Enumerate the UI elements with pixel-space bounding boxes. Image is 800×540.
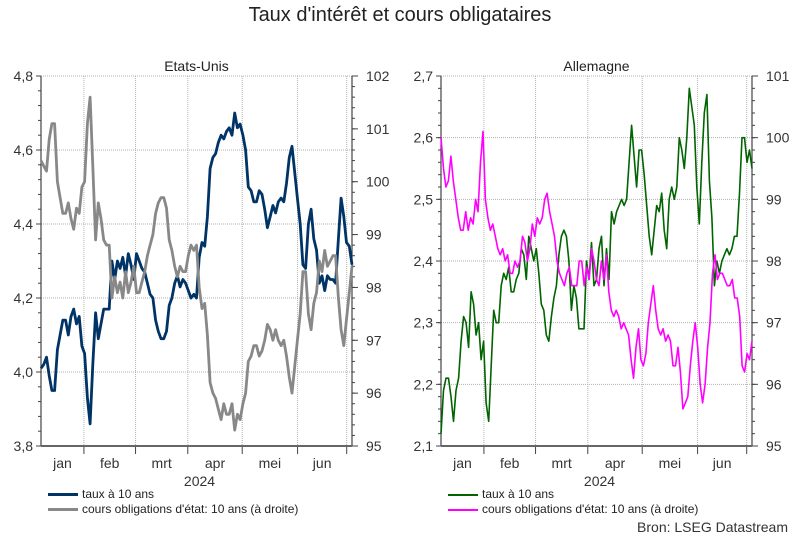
right-tick-label: 99 [366,227,382,243]
panel-title-us: Etats-Unis [164,58,229,74]
x-tick-label: jan [452,455,472,471]
left-tick-label: 2,1 [414,438,434,454]
legend-item-us-rate: taux à 10 ans [48,487,298,502]
left-tick-label: 2,4 [414,253,434,269]
right-tick-label: 96 [366,385,382,401]
legend-item-us-price: cours obligations d'état: 10 ans (à droi… [48,502,298,517]
x-tick-label: jun [312,455,332,471]
x-tick-label: mei [259,455,282,471]
chart-panel-de: Allemagne 2,7 2,6 2,5 2,4 2,3 2,2 2,1 101 100 99 98… [414,58,790,489]
right-tick-label: 102 [366,68,390,84]
legend-item-de-price: cours obligations d'état: 10 ans (à droi… [448,502,698,517]
series-line-us-rate [39,111,354,426]
right-tick-label: 98 [366,279,382,295]
legend-us: taux à 10 ans cours obligations d'état: … [48,487,298,517]
left-tick-label: 2,6 [414,130,434,146]
left-tick-label: 4,8 [14,68,34,84]
left-tick-label: 4,4 [14,216,34,232]
x-tick-label: apr [205,455,226,471]
x-tick-label: apr [605,455,626,471]
chart-panel-us: Etats-Unis 4,8 4,6 4,4 4,2 4,0 3,8 102 101 100 99 9… [14,58,390,489]
legend-swatch-us-rate [48,493,78,496]
right-tick-label: 95 [366,438,382,454]
right-tick-label: 97 [766,315,782,331]
chart-title: Taux d'intérêt et cours obligataires [248,4,552,26]
legend-de: taux à 10 ans cours obligations d'état: … [448,487,698,517]
series-line-us-price [39,95,354,432]
x-tick-label: jan [52,455,72,471]
right-tick-label: 100 [766,130,790,146]
right-tick-label: 101 [766,68,790,84]
series-line-de-price [440,130,753,410]
right-tick-label: 97 [366,332,382,348]
right-tick-label: 100 [366,174,390,190]
x-axis-year-label: 2024 [184,473,215,489]
x-axis-year-label: 2024 [584,473,615,489]
right-tick-label: 101 [366,121,390,137]
x-tick-label: mei [659,455,682,471]
right-tick-label: 95 [766,438,782,454]
left-tick-label: 3,8 [14,438,34,454]
left-tick-label: 4,2 [14,290,34,306]
x-tick-label: feb [100,455,120,471]
legend-swatch-us-price [48,508,78,511]
x-tick-label: mrt [152,455,172,471]
left-tick-label: 2,2 [414,376,434,392]
x-tick-label: mrt [552,455,572,471]
legend-label-us-rate: taux à 10 ans [82,487,155,501]
legend-label-de-price: cours obligations d'état: 10 ans (à droi… [482,502,699,516]
left-tick-label: 2,5 [414,191,434,207]
legend-swatch-de-rate [448,493,478,496]
legend-item-de-rate: taux à 10 ans [448,487,698,502]
x-tick-label: feb [500,455,520,471]
left-tick-label: 4,0 [14,364,34,380]
legend-label-us-price: cours obligations d'état: 10 ans (à droi… [82,502,299,516]
source-note: Bron: LSEG Datastream [637,519,788,535]
right-tick-label: 96 [766,376,782,392]
x-tick-label: jun [712,455,732,471]
left-tick-label: 2,3 [414,315,434,331]
legend-swatch-de-price [448,508,478,511]
left-tick-label: 2,7 [414,68,434,84]
panel-title-de: Allemagne [563,58,629,74]
right-tick-label: 98 [766,253,782,269]
legend-label-de-rate: taux à 10 ans [482,487,555,501]
left-tick-label: 4,6 [14,142,34,158]
right-tick-label: 99 [766,191,782,207]
